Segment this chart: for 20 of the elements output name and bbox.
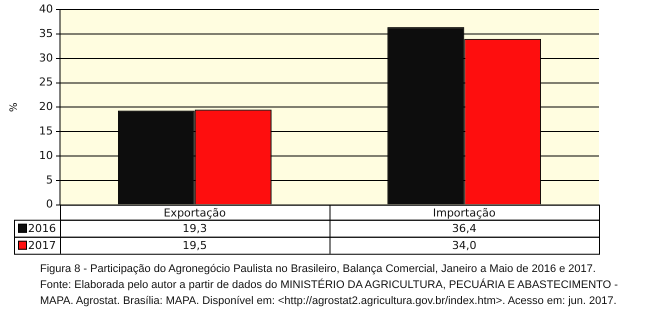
data-label: 36,4 (452, 222, 476, 236)
legend-label: 2017 (28, 239, 56, 252)
y-tick-label: 10 (38, 148, 53, 162)
x-tick-label: Exportação (164, 206, 226, 220)
legend-label: 2016 (28, 222, 56, 236)
y-tick-label: 30 (38, 51, 53, 64)
x-tick-label: Importação (432, 206, 496, 220)
y-tick-label: 15 (38, 124, 53, 138)
y-tick-label: 35 (38, 26, 53, 40)
y-tick-label: 25 (38, 76, 53, 89)
y-tick-label: 0 (46, 198, 53, 211)
data-label: 34,0 (452, 239, 476, 252)
y-tick-label: 20 (38, 100, 53, 114)
y-axis-title: % (6, 102, 18, 112)
data-label: 19,5 (182, 239, 207, 252)
text: Figura 8 - Participação do Agronegócio Paulista no Brasileiro, Balança Comercial, Janeiro a Maio de 2016 e 2017. (40, 262, 597, 277)
data-label: 19,3 (182, 222, 207, 236)
source-note: Fonte: Elaborada pelo autor a partir de dados do MINISTÉRIO DA AGRICULTURA, PECUÁRIA E ABASTECIMENTO - MAPA. Agrostat. Brasília: MAPA. Disponível em: <http://agrostat2.agricultura.gov.br/index.htm>. Acesso em: jun. 2017. (40, 278, 619, 309)
y-tick-label: 40 (38, 2, 53, 16)
y-tick-label: 5 (46, 173, 53, 186)
